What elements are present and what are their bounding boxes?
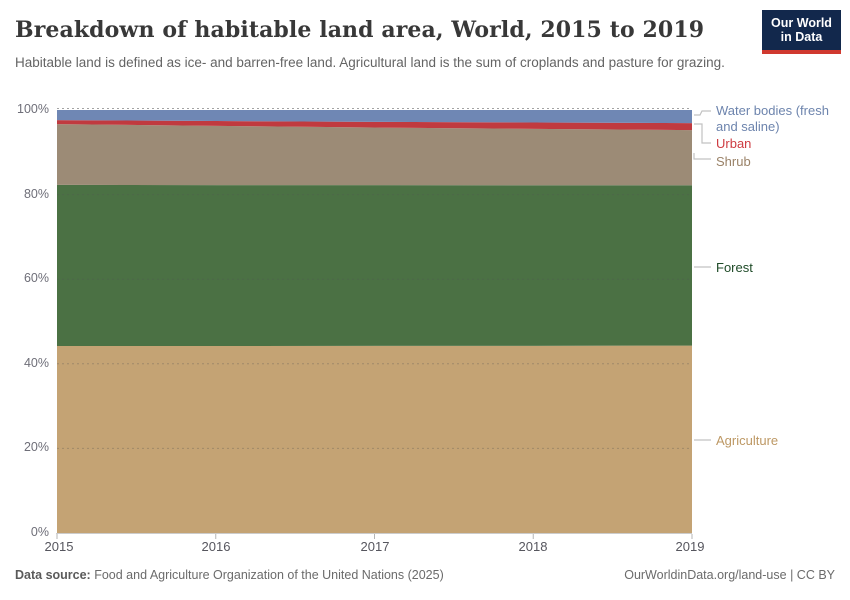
owid-logo-line1: Our World [771,15,832,30]
footer-links: OurWorldinData.org/land-use | CC BY [624,568,835,582]
y-axis-label-80: 80% [23,187,49,201]
area-forest[interactable] [57,184,692,347]
legend-connectors [693,110,711,441]
x-axis-label-2017: 2017 [360,539,390,554]
y-axis-label-0: 0% [30,525,49,539]
y-axis-label-100: 100% [17,102,49,116]
owid-logo-line2: in Data [780,30,823,44]
area-shrub[interactable] [57,124,692,186]
footer-separator: | [790,568,794,582]
legend-item-forest[interactable]: Forest [716,260,753,275]
area-urban[interactable] [57,120,692,131]
x-axis-label-2018: 2018 [518,539,548,554]
license-link[interactable]: CC BY [796,568,835,582]
x-axis-label-2019: 2019 [675,539,705,554]
chart-footer: Data source: Food and Agriculture Organi… [15,568,835,582]
y-axis-label-60: 60% [23,271,49,285]
page-title: Breakdown of habitable land area, World,… [15,17,705,43]
data-source-label: Data source: [15,568,91,582]
owid-url-link[interactable]: OurWorldinData.org/land-use [624,568,787,582]
data-source: Data source: Food and Agriculture Organi… [15,568,444,582]
y-axis-label-20: 20% [23,440,49,454]
legend-item-shrub[interactable]: Shrub [716,154,751,169]
data-source-text: Food and Agriculture Organization of the… [94,568,444,582]
area-agriculture[interactable] [57,345,692,533]
x-axis-label-2015: 2015 [44,539,74,554]
y-axis-label-40: 40% [23,356,49,370]
legend-item-urban[interactable]: Urban [716,136,752,151]
area-water-bodies-fresh-and-saline[interactable] [57,110,692,124]
legend-item-agriculture[interactable]: Agriculture [716,433,779,448]
chart-subtitle: Habitable land is defined as ice- and ba… [15,55,725,70]
legend-item-water-bodies[interactable]: Water bodies (fresh and saline) [716,103,829,134]
owid-logo[interactable]: Our World in Data [762,10,841,54]
x-axis-label-2016: 2016 [201,539,231,554]
